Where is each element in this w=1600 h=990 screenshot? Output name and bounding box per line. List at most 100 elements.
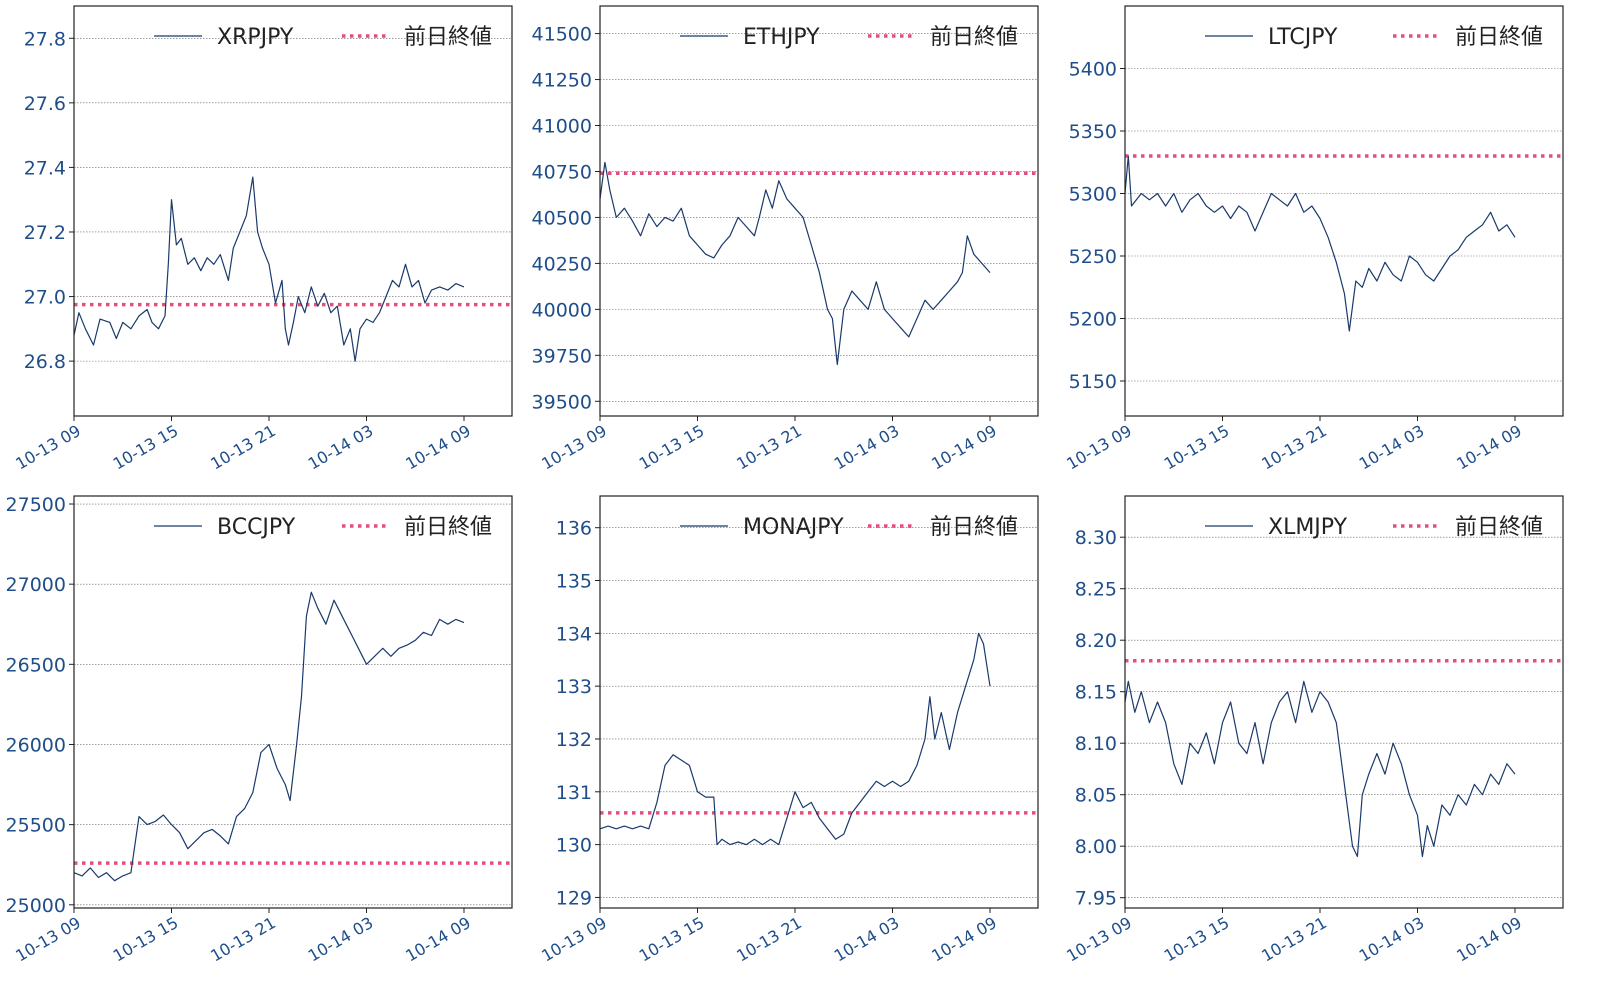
- legend-series-label: XLMJPY: [1268, 515, 1348, 540]
- x-tick-label: 10-13 21: [207, 913, 279, 965]
- x-tick-label: 10-13 15: [1161, 913, 1233, 965]
- x-tick-label: 10-14 09: [928, 421, 1000, 473]
- y-tick-label: 130: [556, 835, 592, 857]
- chart-panel-xlmjpy: 7.95 8.00 8.05 8.10 8.15 8.20 8.25 8.30 10-13 09…: [1063, 495, 1564, 965]
- y-tick-label: 27.0: [24, 287, 66, 309]
- x-tick-label: 10-14 09: [402, 913, 474, 965]
- x-tick-label: 10-13 09: [1063, 421, 1135, 473]
- x-tick-label: 10-13 21: [207, 421, 279, 473]
- y-tick-label: 27.2: [24, 222, 66, 244]
- y-tick-label: 40750: [532, 161, 592, 183]
- y-tick-label: 5200: [1069, 309, 1117, 331]
- y-tick-label: 41250: [532, 70, 592, 92]
- y-tick-label: 5250: [1069, 246, 1117, 268]
- x-tick-label: 10-14 03: [305, 421, 377, 473]
- x-tick-label: 10-14 03: [1356, 913, 1428, 965]
- y-tick-label: 27.6: [24, 93, 66, 115]
- y-tick-label: 40500: [532, 207, 592, 229]
- chart-panel-xrpjpy: 26.8 27.0 27.2 27.4 27.6 27.8 10-13 09 10-13 15…: [12, 5, 513, 473]
- x-tick-label: 10-13 21: [733, 913, 805, 965]
- y-tick-label: 27500: [6, 494, 66, 516]
- legend-prev-close-label: 前日終値: [1455, 25, 1543, 50]
- legend-series-label: BCCJPY: [217, 515, 296, 540]
- x-tick-label: 10-14 03: [305, 913, 377, 965]
- legend: MONAJPY 前日終値: [680, 515, 1018, 540]
- y-tick-label: 132: [556, 729, 592, 751]
- y-tick-label: 5300: [1069, 184, 1117, 206]
- y-tick-label: 8.25: [1075, 579, 1117, 601]
- x-tick-label: 10-14 03: [831, 421, 903, 473]
- y-tick-label: 40250: [532, 253, 592, 275]
- legend-series-label: MONAJPY: [743, 515, 844, 540]
- legend-prev-close-label: 前日終値: [930, 515, 1018, 540]
- x-tick-label: 10-13 21: [1258, 421, 1330, 473]
- x-tick-label: 10-13 09: [538, 421, 610, 473]
- price-series-line: [1124, 680, 1516, 858]
- x-tick-label: 10-14 09: [1453, 421, 1525, 473]
- y-tick-label: 8.15: [1075, 682, 1117, 704]
- y-tick-label: 8.20: [1075, 630, 1117, 652]
- x-tick-label: 10-13 09: [1063, 913, 1135, 965]
- price-series-line: [599, 161, 991, 366]
- x-tick-label: 10-13 09: [12, 421, 84, 473]
- legend-prev-close-label: 前日終値: [1455, 515, 1543, 540]
- x-tick-label: 10-13 15: [110, 913, 182, 965]
- y-tick-label: 27.8: [24, 28, 66, 50]
- x-tick-label: 10-14 03: [1356, 421, 1428, 473]
- price-series-line: [73, 591, 465, 882]
- plot-frame: [1124, 495, 1564, 909]
- x-tick-label: 10-13 15: [636, 913, 708, 965]
- price-series-line: [73, 176, 465, 362]
- y-tick-label: 133: [556, 676, 592, 698]
- x-tick-label: 10-14 09: [1453, 913, 1525, 965]
- legend: ETHJPY 前日終値: [680, 25, 1018, 50]
- legend-series-label: ETHJPY: [743, 25, 820, 50]
- y-tick-label: 7.95: [1075, 888, 1117, 910]
- x-tick-label: 10-13 15: [1161, 421, 1233, 473]
- legend-series-label: XRPJPY: [217, 25, 294, 50]
- x-tick-label: 10-13 15: [110, 421, 182, 473]
- y-tick-label: 136: [556, 518, 592, 540]
- y-tick-label: 41000: [532, 116, 592, 138]
- y-tick-label: 26500: [6, 654, 66, 676]
- y-tick-label: 5150: [1069, 371, 1117, 393]
- y-tick-label: 8.10: [1075, 733, 1117, 755]
- y-tick-label: 41500: [532, 24, 592, 46]
- y-tick-label: 25500: [6, 815, 66, 837]
- y-tick-label: 8.05: [1075, 785, 1117, 807]
- legend: XLMJPY 前日終値: [1205, 515, 1543, 540]
- y-tick-label: 5350: [1069, 121, 1117, 143]
- plot-frame: [599, 495, 1039, 909]
- plot-frame: [73, 495, 513, 909]
- price-series-line: [599, 632, 991, 846]
- x-tick-label: 10-13 09: [538, 913, 610, 965]
- y-tick-label: 135: [556, 571, 592, 593]
- x-tick-label: 10-13 21: [733, 421, 805, 473]
- x-tick-label: 10-14 03: [831, 913, 903, 965]
- plot-frame: [1124, 5, 1564, 417]
- y-tick-label: 39500: [532, 391, 592, 413]
- x-tick-label: 10-13 09: [12, 913, 84, 965]
- legend: BCCJPY 前日終値: [154, 515, 492, 540]
- chart-panel-bccjpy: 25000 25500 26000 26500 27000 27500 10-13 09 10…: [6, 494, 513, 965]
- y-tick-label: 26.8: [24, 351, 66, 373]
- legend-prev-close-label: 前日終値: [404, 515, 492, 540]
- price-series-line: [1124, 155, 1516, 332]
- x-tick-label: 10-14 09: [402, 421, 474, 473]
- y-tick-label: 27000: [6, 574, 66, 596]
- chart-panel-monajpy: 129 130 131 132 133 134 135 136 10-13 09 10-13 15…: [538, 495, 1039, 965]
- y-tick-label: 8.30: [1075, 527, 1117, 549]
- x-tick-label: 10-13 21: [1258, 913, 1330, 965]
- y-tick-label: 131: [556, 782, 592, 804]
- x-tick-label: 10-14 09: [928, 913, 1000, 965]
- x-tick-label: 10-13 15: [636, 421, 708, 473]
- chart-panel-ethjpy: 39500 39750 40000 40250 40500 40750 41000 41250…: [532, 5, 1039, 473]
- y-tick-label: 26000: [6, 734, 66, 756]
- y-tick-label: 40000: [532, 299, 592, 321]
- y-tick-label: 8.00: [1075, 836, 1117, 858]
- y-tick-label: 39750: [532, 345, 592, 367]
- legend-prev-close-label: 前日終値: [404, 25, 492, 50]
- chart-panel-ltcjpy: 5150 5200 5250 5300 5350 5400 10-13 09 10-13 15…: [1063, 5, 1564, 473]
- legend-series-label: LTCJPY: [1268, 25, 1338, 50]
- legend-prev-close-label: 前日終値: [930, 25, 1018, 50]
